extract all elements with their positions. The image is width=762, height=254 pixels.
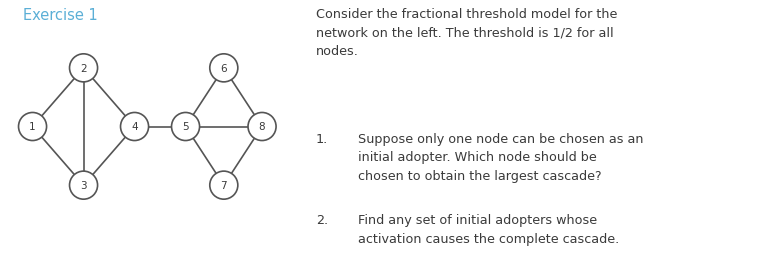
Text: 1.: 1. <box>315 132 328 145</box>
Circle shape <box>18 113 46 141</box>
Circle shape <box>171 113 200 141</box>
Text: 2: 2 <box>80 64 87 74</box>
Circle shape <box>210 171 238 199</box>
Circle shape <box>248 113 276 141</box>
Text: Find any set of initial adopters whose
activation causes the complete cascade.: Find any set of initial adopters whose a… <box>357 213 619 245</box>
Text: 1: 1 <box>29 122 36 132</box>
Text: 2.: 2. <box>315 213 328 226</box>
Circle shape <box>69 171 98 199</box>
Circle shape <box>210 55 238 83</box>
Text: 6: 6 <box>220 64 227 74</box>
Circle shape <box>120 113 149 141</box>
Circle shape <box>69 55 98 83</box>
Text: 7: 7 <box>220 180 227 190</box>
Text: Consider the fractional threshold model for the
network on the left. The thresho: Consider the fractional threshold model … <box>315 8 617 57</box>
Text: Exercise 1: Exercise 1 <box>24 8 98 23</box>
Text: 3: 3 <box>80 180 87 190</box>
Text: 8: 8 <box>259 122 265 132</box>
Text: 4: 4 <box>131 122 138 132</box>
Text: Suppose only one node can be chosen as an
initial adopter. Which node should be
: Suppose only one node can be chosen as a… <box>357 132 643 182</box>
Text: 5: 5 <box>182 122 189 132</box>
